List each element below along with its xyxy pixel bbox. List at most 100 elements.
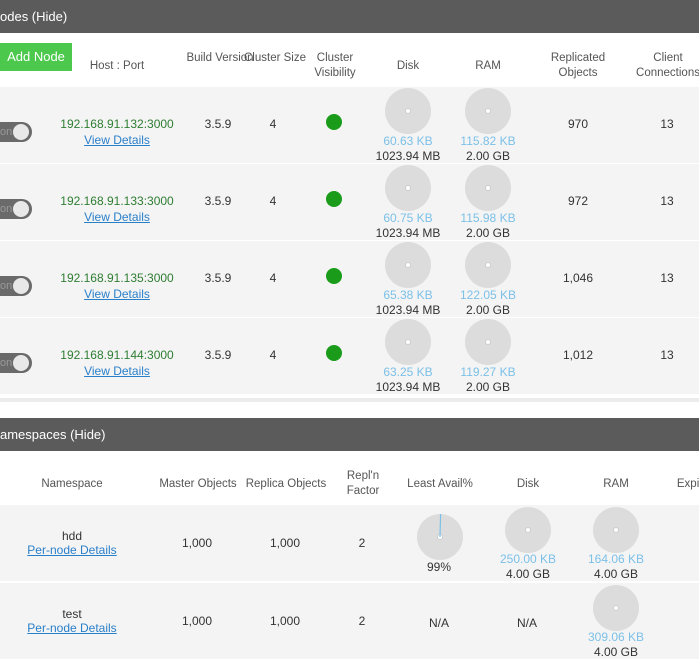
toggle-label: on [0,203,13,215]
namespaces-header-bar: amespaces (Hide) [0,418,699,451]
disk-used: 65.38 KB [383,288,433,302]
disk-total: 4.00 GB [505,567,551,581]
visibility-dot [326,114,342,130]
add-node-button[interactable]: Add Node [0,43,72,71]
disk-used: 60.75 KB [383,211,433,225]
build: 3.5.9 [204,194,232,208]
usage-pie [465,88,511,134]
nodes-title[interactable]: odes (Hide) [0,9,68,24]
replicated: 1,012 [562,348,594,362]
column-header: Master Objects [159,478,237,490]
build: 3.5.9 [204,117,232,131]
host: 192.168.91.135:3000 [60,271,174,285]
repl-factor: 2 [358,536,366,550]
clients: 13 [660,271,674,285]
disk-used: 63.25 KB [383,365,433,379]
disk-used: 250.00 KB [499,552,557,566]
master-objects: 1,000 [181,536,213,550]
ram-used: 164.06 KB [587,552,645,566]
cluster-size: 4 [269,194,277,208]
cluster-size: 4 [269,117,277,131]
clients: 13 [660,348,674,362]
least-avail: 99% [426,560,452,574]
nodes-header-bar: odes (Hide) [0,0,699,33]
node-row [0,87,699,163]
cluster-size: 4 [269,271,277,285]
clients: 13 [660,194,674,208]
usage-pie [385,242,431,288]
usage-pie [593,585,639,631]
usage-pie [385,88,431,134]
clients: 13 [660,117,674,131]
column-header: Expir [676,478,699,490]
column-header: Host : Port [89,60,145,72]
column-header: RAM [603,478,629,490]
ram-used: 115.98 KB [460,211,516,225]
toggle-knob [13,124,29,140]
host: 192.168.91.133:3000 [60,194,174,208]
view-details-link[interactable]: View Details [84,210,150,224]
toggle-label: on [0,126,13,138]
disk-total: 1023.94 MB [375,303,441,317]
toggle-knob [13,278,29,294]
toggle-label: on [0,280,13,292]
usage-pie [505,507,551,553]
disk-total: 1023.94 MB [375,380,441,394]
cluster-size: 4 [269,348,277,362]
column-header: Cluster Visibility [314,52,356,79]
per-node-link[interactable]: Per-node Details [27,621,117,635]
replica-objects: 1,000 [269,536,301,550]
column-header: Cluster Size [244,52,306,64]
replicated: 1,046 [562,271,594,285]
node-row [0,241,699,317]
visibility-dot [326,191,342,207]
column-header: RAM [475,60,501,72]
view-details-link[interactable]: View Details [84,287,150,301]
toggle-label: on [0,357,13,369]
column-header: Namespace [41,478,103,490]
visibility-dot [326,345,342,361]
usage-pie [417,513,463,560]
build: 3.5.9 [204,348,232,362]
ram-used: 119.27 KB [460,365,516,379]
least-avail: N/A [428,616,450,630]
column-header: Client Connections [636,52,699,79]
namespace-name: hdd [61,529,83,543]
usage-pie [593,507,639,553]
ram-total: 4.00 GB [593,645,639,659]
column-header: Disk [396,60,420,72]
usage-pie [465,165,511,211]
master-objects: 1,000 [181,614,213,628]
usage-pie [465,319,511,365]
usage-pie [465,242,511,288]
column-header: Build Version [186,52,254,64]
usage-pie [385,165,431,211]
view-details-link[interactable]: View Details [84,364,150,378]
column-header: Replicated Objects [550,52,606,79]
namespaces-title[interactable]: amespaces (Hide) [0,427,106,442]
host: 192.168.91.132:3000 [60,117,174,131]
ram-used: 309.06 KB [587,630,645,644]
ram-total: 2.00 GB [465,226,511,240]
divider [0,398,699,402]
host: 192.168.91.144:3000 [60,348,174,362]
namespace-row [0,505,699,581]
ram-used: 115.82 KB [460,134,516,148]
column-header: Repl'n Factor [346,470,380,497]
node-row [0,318,699,394]
namespace-name: test [62,607,82,621]
node-row [0,164,699,240]
ram-total: 2.00 GB [465,149,511,163]
column-header: Replica Objects [245,478,327,490]
toggle-knob [13,201,29,217]
build: 3.5.9 [204,271,232,285]
namespace-row [0,583,699,659]
column-header: Least Avail% [407,478,473,490]
repl-factor: 2 [358,614,366,628]
disk-used: 60.63 KB [383,134,433,148]
ram-total: 4.00 GB [593,567,639,581]
ram-total: 2.00 GB [465,303,511,317]
view-details-link[interactable]: View Details [84,133,150,147]
per-node-link[interactable]: Per-node Details [27,543,117,557]
